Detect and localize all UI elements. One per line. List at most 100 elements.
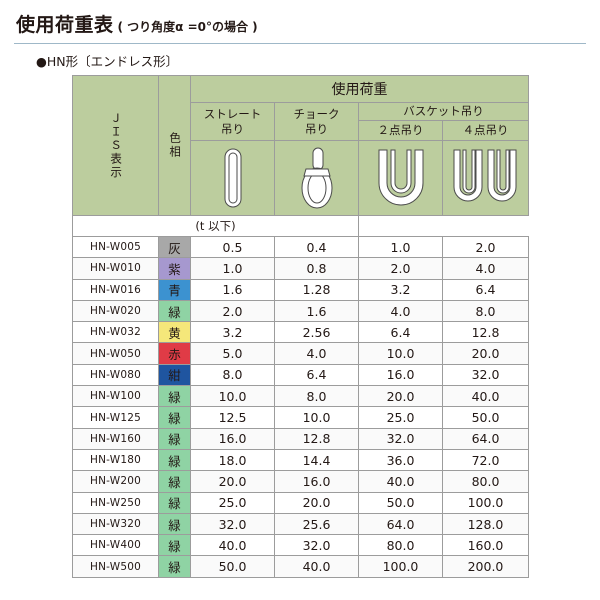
cell-hue-swatch: 黄 — [158, 321, 191, 344]
cell-choke-load: 32.0 — [274, 534, 359, 557]
cell-straight-load: 2.0 — [190, 299, 275, 323]
cell-basket-4point-load: 72.0 — [442, 448, 529, 472]
cell-jis-code: HN-W016 — [72, 278, 159, 301]
table-row: HN-W180 緑 18.0 14.4 36.0 72.0 — [72, 448, 529, 472]
cell-choke-load: 20.0 — [274, 491, 359, 514]
cell-basket-4point-load: 128.0 — [442, 512, 529, 536]
table-row: HN-W400 緑 40.0 32.0 80.0 160.0 — [72, 534, 529, 557]
cell-choke-load: 1.28 — [274, 278, 359, 301]
basket-sling-2point-icon — [358, 140, 443, 216]
header-basket-2point: ２点吊り — [358, 120, 443, 141]
table-row: HN-W500 緑 50.0 40.0 100.0 200.0 — [72, 555, 529, 578]
cell-jis-code: HN-W500 — [72, 555, 159, 578]
cell-jis-code: HN-W320 — [72, 512, 159, 536]
cell-hue-swatch: 緑 — [158, 512, 191, 536]
cell-hue-swatch: 緑 — [158, 427, 191, 450]
cell-basket-4point-load: 8.0 — [442, 299, 529, 323]
cell-basket-4point-load: 2.0 — [442, 235, 529, 259]
cell-basket-2point-load: 20.0 — [358, 385, 443, 408]
unit-note: (t 以下) — [72, 215, 359, 237]
cell-choke-load: 40.0 — [274, 555, 359, 578]
cell-straight-load: 5.0 — [190, 342, 275, 365]
header-row-types: ストレート 吊り チョーク 吊り バスケット吊り — [73, 102, 529, 141]
cell-jis-code: HN-W200 — [72, 470, 159, 493]
cell-basket-2point-load: 1.0 — [358, 235, 443, 259]
cell-hue-swatch: 緑 — [158, 555, 191, 578]
header-hue-label: 色相 — [168, 132, 183, 159]
cell-basket-2point-load: 10.0 — [358, 342, 443, 365]
header-straight-line1: ストレート — [203, 107, 262, 122]
cell-hue-swatch: 紺 — [158, 363, 191, 387]
header-jis-cell: ＪＩＳ表示 — [72, 75, 159, 216]
cell-basket-4point-load: 160.0 — [442, 534, 529, 557]
cell-basket-4point-load: 100.0 — [442, 491, 529, 514]
table-row: HN-W320 緑 32.0 25.6 64.0 128.0 — [72, 512, 529, 536]
cell-basket-2point-load: 32.0 — [358, 427, 443, 450]
cell-jis-code: HN-W010 — [72, 257, 159, 280]
cell-basket-2point-load: 64.0 — [358, 512, 443, 536]
table-row: HN-W016 青 1.6 1.28 3.2 6.4 — [72, 278, 529, 301]
cell-choke-load: 1.6 — [274, 299, 359, 323]
straight-sling-icon — [190, 140, 275, 216]
cell-hue-swatch: 灰 — [158, 235, 191, 259]
cell-basket-4point-load: 64.0 — [442, 427, 529, 450]
cell-jis-code: HN-W125 — [72, 406, 159, 429]
cell-hue-swatch: 緑 — [158, 534, 191, 557]
cell-basket-4point-load: 50.0 — [442, 406, 529, 429]
cell-basket-2point-load: 25.0 — [358, 406, 443, 429]
cell-jis-code: HN-W400 — [72, 534, 159, 557]
cell-jis-code: HN-W020 — [72, 299, 159, 323]
cell-choke-load: 16.0 — [274, 470, 359, 493]
cell-jis-code: HN-W050 — [72, 342, 159, 365]
table-header: ＪＩＳ表示 色相 使用荷重 ストレート 吊り チョーク 吊り — [72, 75, 529, 237]
cell-basket-4point-load: 200.0 — [442, 555, 529, 578]
cell-hue-swatch: 緑 — [158, 491, 191, 514]
header-choke-line2: 吊り — [305, 121, 328, 136]
cell-hue-swatch: 赤 — [158, 342, 191, 365]
table-row: HN-W100 緑 10.0 8.0 20.0 40.0 — [72, 385, 529, 408]
cell-basket-4point-load: 20.0 — [442, 342, 529, 365]
cell-choke-load: 0.4 — [274, 235, 359, 259]
table-row: HN-W010 紫 1.0 0.8 2.0 4.0 — [72, 257, 529, 280]
cell-jis-code: HN-W250 — [72, 491, 159, 514]
cell-choke-load: 10.0 — [274, 406, 359, 429]
cell-jis-code: HN-W080 — [72, 363, 159, 387]
cell-hue-swatch: 緑 — [158, 448, 191, 472]
cell-choke-load: 6.4 — [274, 363, 359, 387]
cell-basket-2point-load: 100.0 — [358, 555, 443, 578]
cell-basket-2point-load: 80.0 — [358, 534, 443, 557]
cell-basket-2point-load: 40.0 — [358, 470, 443, 493]
header-straight-sling: ストレート 吊り — [190, 102, 275, 141]
cell-choke-load: 4.0 — [274, 342, 359, 365]
cell-basket-2point-load: 16.0 — [358, 363, 443, 387]
header-choke-line1: チョーク — [293, 107, 340, 122]
cell-jis-code: HN-W005 — [72, 235, 159, 259]
cell-straight-load: 25.0 — [190, 491, 275, 514]
cell-basket-2point-load: 36.0 — [358, 448, 443, 472]
working-load-table: ＪＩＳ表示 色相 使用荷重 ストレート 吊り チョーク 吊り — [72, 75, 529, 578]
table-row: HN-W250 緑 25.0 20.0 50.0 100.0 — [72, 491, 529, 514]
cell-hue-swatch: 青 — [158, 278, 191, 301]
header-jis-label: ＪＩＳ表示 — [109, 111, 124, 180]
cell-jis-code: HN-W160 — [72, 427, 159, 450]
cell-hue-swatch: 緑 — [158, 470, 191, 493]
cell-hue-swatch: 緑 — [158, 299, 191, 323]
table-row: HN-W050 赤 5.0 4.0 10.0 20.0 — [72, 342, 529, 365]
cell-choke-load: 14.4 — [274, 448, 359, 472]
cell-hue-swatch: 紫 — [158, 257, 191, 280]
cell-straight-load: 3.2 — [190, 321, 275, 344]
cell-straight-load: 10.0 — [190, 385, 275, 408]
cell-straight-load: 12.5 — [190, 406, 275, 429]
section-subtitle: ●HN形〔エンドレス形〕 — [36, 54, 179, 69]
header-choke-sling: チョーク 吊り — [274, 102, 359, 141]
page-title-condition: ( つり角度α =0°の場合 ) — [117, 20, 258, 34]
cell-choke-load: 25.6 — [274, 512, 359, 536]
title-divider — [14, 43, 586, 44]
cell-straight-load: 1.6 — [190, 278, 275, 301]
table-row: HN-W005 灰 0.5 0.4 1.0 2.0 — [72, 235, 529, 259]
cell-straight-load: 0.5 — [190, 235, 275, 259]
basket-sling-4point-icon — [442, 140, 529, 216]
header-hue-cell: 色相 — [158, 75, 191, 216]
cell-basket-2point-load: 3.2 — [358, 278, 443, 301]
cell-choke-load: 0.8 — [274, 257, 359, 280]
